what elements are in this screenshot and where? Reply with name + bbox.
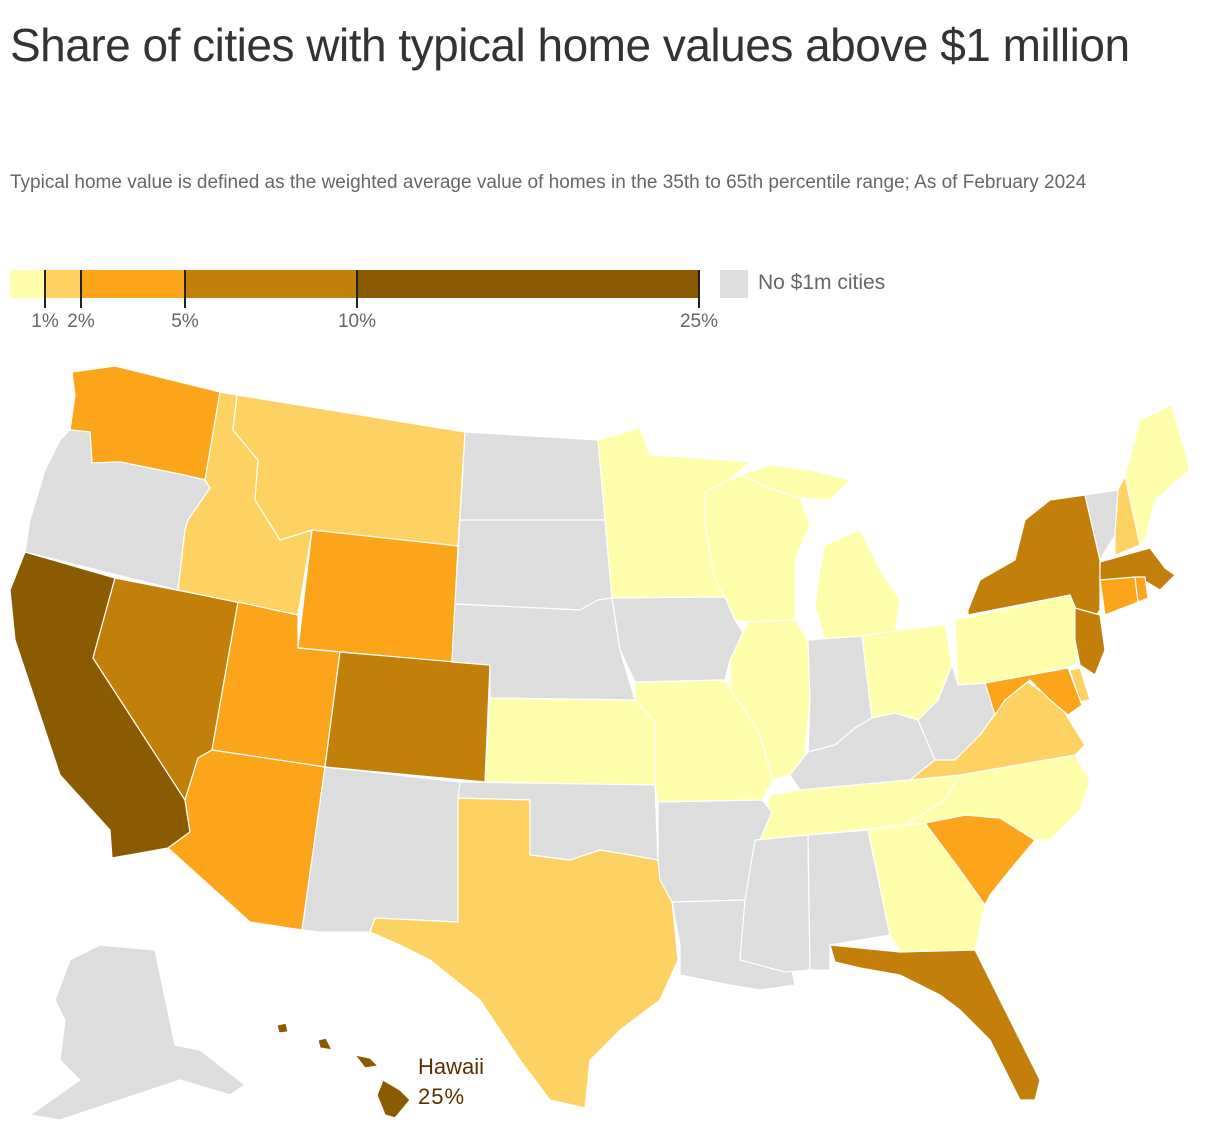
- chart-subtitle: Typical home value is defined as the wei…: [10, 172, 1087, 193]
- state-MI[interactable]: [814, 529, 901, 641]
- state-WY[interactable]: [297, 529, 459, 663]
- state-NJ[interactable]: [1074, 607, 1106, 676]
- legend-tick: [356, 270, 358, 308]
- state-CO[interactable]: [324, 651, 491, 783]
- state-HI-maui[interactable]: [354, 1054, 379, 1069]
- state-IL[interactable]: [729, 619, 811, 781]
- legend-tick-label: 1%: [31, 311, 59, 332]
- legend-tick-label: 25%: [679, 311, 719, 332]
- state-ND[interactable]: [459, 431, 606, 521]
- legend-bin-0-1: [10, 270, 45, 298]
- state-HI-kauai[interactable]: [276, 1022, 289, 1034]
- state-NC[interactable]: [904, 754, 1091, 841]
- state-AZ[interactable]: [167, 749, 326, 931]
- state-IA[interactable]: [611, 596, 749, 683]
- legend-tick: [698, 270, 700, 308]
- state-HI-big-island[interactable]: [376, 1079, 411, 1119]
- state-FL[interactable]: [829, 944, 1041, 1101]
- color-legend: 1% 2% 5% 10% 25% No $1m cities: [10, 270, 910, 340]
- legend-tick: [184, 270, 186, 308]
- state-RI[interactable]: [1134, 576, 1149, 603]
- legend-tick-label: 10%: [337, 311, 377, 332]
- state-NE[interactable]: [451, 597, 636, 701]
- legend-tick-label: 2%: [67, 311, 95, 332]
- legend-bin-2-5: [81, 270, 185, 298]
- state-MD[interactable]: [984, 667, 1083, 716]
- state-SD[interactable]: [454, 519, 613, 611]
- state-NH[interactable]: [1114, 475, 1141, 556]
- legend-no-data-swatch: [720, 270, 748, 298]
- state-TX[interactable]: [369, 797, 679, 1109]
- legend-bin-5-10: [185, 270, 357, 298]
- hawaii-annotation: Hawaii 25%: [418, 1052, 484, 1112]
- state-KS[interactable]: [484, 697, 656, 786]
- legend-tick: [44, 270, 46, 308]
- state-AK[interactable]: [29, 944, 246, 1121]
- hawaii-label: Hawaii: [418, 1054, 485, 1079]
- legend-bin-10-25: [357, 270, 699, 298]
- legend-bin-1-2: [45, 270, 81, 298]
- legend-no-data-label: No $1m cities: [758, 271, 886, 294]
- legend-tick-label: 5%: [171, 311, 199, 332]
- chart-title: Share of cities with typical home values…: [10, 19, 1130, 71]
- hawaii-value: 25%: [418, 1084, 466, 1109]
- legend-tick: [80, 270, 82, 308]
- state-HI-oahu[interactable]: [317, 1037, 333, 1051]
- state-MI-UP[interactable]: [739, 464, 851, 501]
- us-choropleth-map: [0, 355, 1220, 1130]
- state-CT[interactable]: [1099, 576, 1139, 616]
- state-ME[interactable]: [1124, 404, 1191, 546]
- state-NM[interactable]: [301, 766, 461, 933]
